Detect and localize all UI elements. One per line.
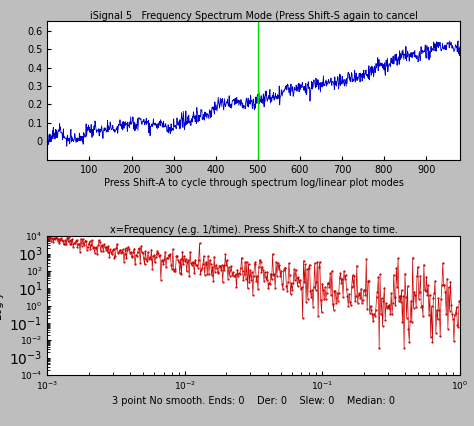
X-axis label: Press Shift-A to cycle through spectrum log/linear plot modes: Press Shift-A to cycle through spectrum … — [104, 178, 403, 187]
Title: iSignal 5   Frequency Spectrum Mode (Press Shift-S again to cancel: iSignal 5 Frequency Spectrum Mode (Press… — [90, 11, 418, 20]
Title: x=Frequency (e.g. 1/time). Press Shift-X to change to time.: x=Frequency (e.g. 1/time). Press Shift-X… — [109, 225, 398, 236]
Y-axis label: Log y: Log y — [0, 291, 4, 320]
X-axis label: 3 point No smooth. Ends: 0    Der: 0    Slew: 0    Median: 0: 3 point No smooth. Ends: 0 Der: 0 Slew: … — [112, 396, 395, 406]
